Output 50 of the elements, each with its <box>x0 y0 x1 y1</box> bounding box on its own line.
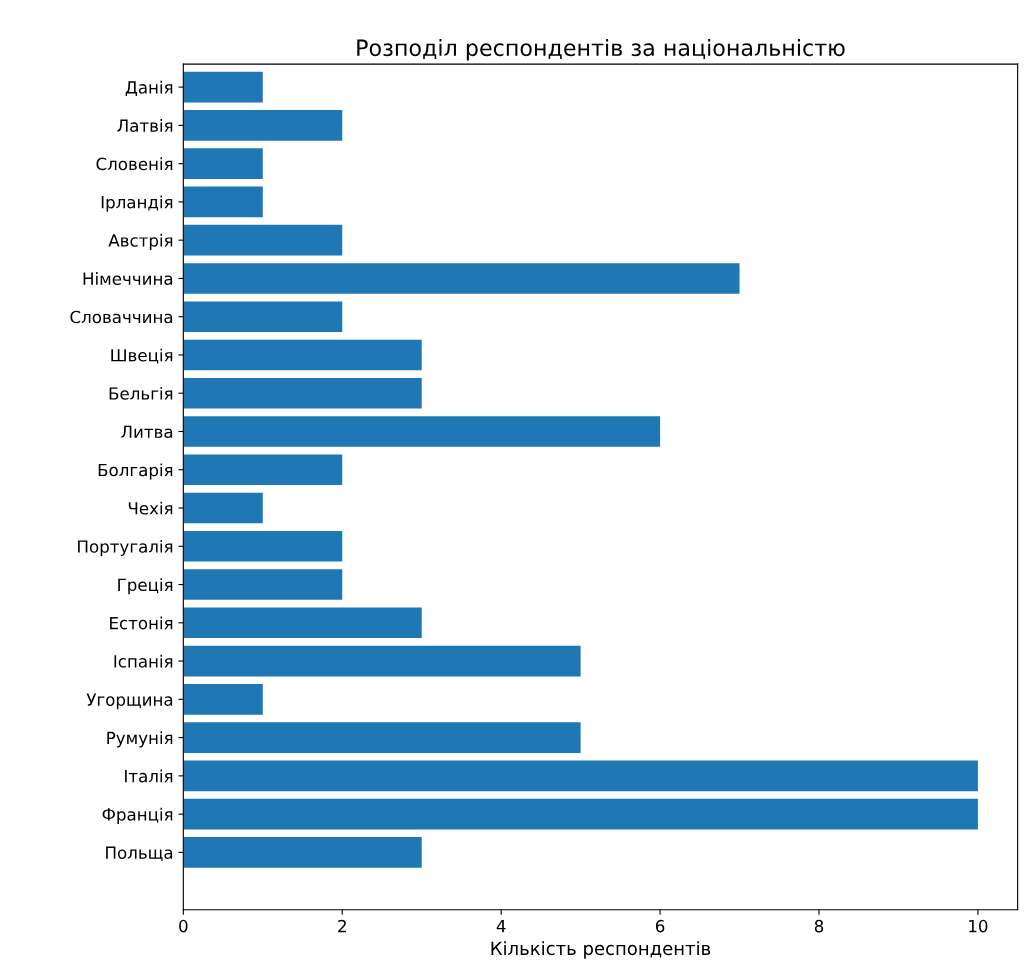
bar <box>183 186 263 218</box>
y-tick-label: Литва <box>121 425 173 439</box>
bar <box>183 301 343 332</box>
y-tick-label: Франція <box>102 807 173 824</box>
y-tick-label: Італія <box>125 769 173 783</box>
bar <box>183 530 343 562</box>
bar <box>183 569 343 600</box>
y-tick-label: Бельгія <box>109 386 173 400</box>
x-tick-label: 4 <box>496 920 506 933</box>
bar <box>183 71 263 103</box>
y-tick-label: Угорщина <box>86 693 173 710</box>
x-tick-label: 6 <box>655 919 665 933</box>
y-tick-label: Польща <box>106 846 173 862</box>
bar <box>183 798 978 830</box>
y-tick-label: Словаччина <box>70 310 173 324</box>
y-tick-label: Естонія <box>110 616 173 630</box>
bar <box>183 722 581 753</box>
bar <box>183 377 422 409</box>
bar <box>183 110 343 141</box>
x-axis-title: Кількість респондентів <box>491 941 711 959</box>
y-tick-label: Словенія <box>96 157 173 171</box>
x-tick-label: 2 <box>338 919 346 933</box>
y-tick-label: Данія <box>125 80 173 97</box>
bar <box>183 224 343 256</box>
bar <box>183 148 263 179</box>
y-tick-label: Швеція <box>111 348 173 364</box>
y-tick-label: Румунія <box>107 731 173 748</box>
bar <box>183 607 422 639</box>
bar <box>183 339 422 371</box>
bar <box>183 492 263 524</box>
x-tick-label: 0 <box>179 919 188 933</box>
y-tick-label: Греція <box>118 578 173 595</box>
y-tick-label: Болгарія <box>98 463 173 480</box>
x-tick-label: 10 <box>969 919 988 933</box>
y-tick-label: Латвія <box>117 119 173 132</box>
y-tick-label: Чехія <box>128 501 173 515</box>
y-tick-label: Німеччина <box>83 272 173 285</box>
bar <box>183 760 978 792</box>
bar <box>183 684 263 715</box>
y-tick-label: Португалія <box>78 539 173 557</box>
bar <box>183 263 740 294</box>
bar <box>183 454 343 486</box>
y-tick-label: Іспанія <box>114 654 173 668</box>
x-tick-label: 8 <box>814 919 824 933</box>
bar <box>183 416 661 447</box>
bar <box>183 645 581 677</box>
bar <box>183 837 422 868</box>
y-tick-label: Австрія <box>108 233 173 250</box>
chart-title: Розподіл респондентів за національністю <box>357 38 845 61</box>
y-tick-label: Ірландія <box>101 195 173 212</box>
